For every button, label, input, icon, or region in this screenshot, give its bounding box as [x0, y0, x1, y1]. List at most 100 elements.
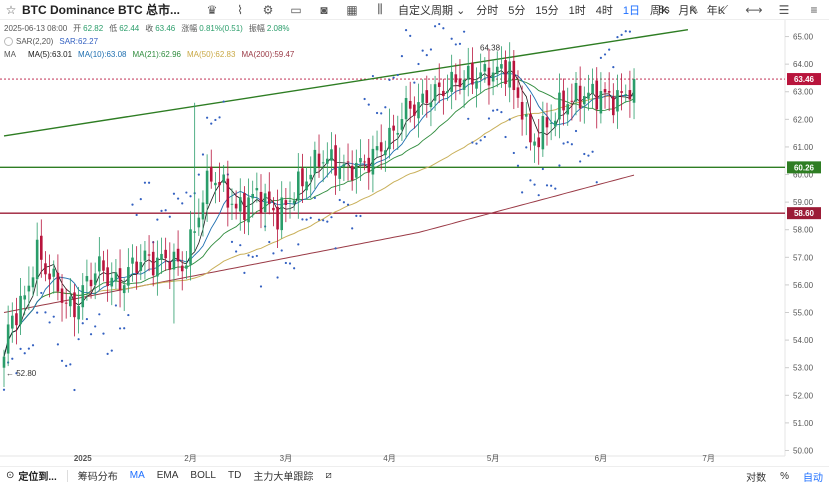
candle-body[interactable] — [172, 251, 176, 270]
candle-body[interactable] — [574, 82, 578, 102]
camera-icon[interactable]: ◙ — [320, 2, 328, 17]
log-scale-toggle[interactable]: 对数 — [746, 472, 767, 484]
main-flow-tab[interactable]: 主力大单跟踪 — [253, 472, 314, 483]
candle-body[interactable] — [425, 90, 429, 104]
candle-body[interactable] — [570, 100, 574, 102]
candle-body[interactable] — [338, 166, 342, 179]
candle-body[interactable] — [255, 188, 259, 191]
period-tab-0[interactable]: 分时 — [476, 4, 499, 17]
indicator-toggle-icon[interactable] — [4, 37, 13, 46]
candle-body[interactable] — [73, 292, 76, 318]
candle-body[interactable] — [69, 296, 72, 307]
indicator-chart-icon[interactable]: ⌇ — [237, 2, 243, 17]
candle-body[interactable] — [93, 273, 97, 285]
candle-body[interactable] — [44, 263, 47, 275]
candle-body[interactable] — [599, 91, 603, 114]
candle-body[interactable] — [417, 102, 420, 119]
candle-body[interactable] — [330, 149, 333, 161]
candle-body[interactable] — [222, 174, 225, 183]
candle-body[interactable] — [475, 80, 478, 89]
candle-body[interactable] — [259, 191, 263, 214]
candle-body[interactable] — [408, 100, 412, 109]
locate-button[interactable]: ⊙ 定位到... — [6, 470, 57, 483]
period-tab-7[interactable]: 月K — [678, 4, 697, 17]
candle-body[interactable] — [288, 200, 292, 202]
candle-body[interactable] — [537, 137, 541, 148]
candle-body[interactable] — [176, 248, 180, 262]
candle-body[interactable] — [110, 277, 114, 287]
candle-body[interactable] — [292, 200, 296, 204]
candle-body[interactable] — [272, 207, 275, 211]
drawing-tool-icon[interactable]: ▭ — [290, 2, 302, 17]
candle-body[interactable] — [388, 127, 391, 150]
candle-body[interactable] — [508, 61, 511, 88]
candle-body[interactable] — [197, 217, 201, 228]
candle-body[interactable] — [180, 265, 184, 272]
candle-body[interactable] — [495, 66, 499, 75]
candle-body[interactable] — [238, 197, 242, 212]
candle-body[interactable] — [616, 90, 619, 112]
candle-body[interactable] — [433, 84, 437, 101]
candle-body[interactable] — [454, 74, 458, 83]
period-tab-6[interactable]: 周K — [650, 4, 669, 17]
candle-body[interactable] — [267, 191, 271, 204]
candle-body[interactable] — [595, 80, 599, 110]
candle-body[interactable] — [350, 165, 354, 181]
candle-body[interactable] — [624, 94, 628, 96]
candle-body[interactable] — [127, 267, 130, 286]
candle-body[interactable] — [396, 132, 400, 135]
edit-indicator-icon[interactable]: ⧄ — [325, 470, 332, 481]
candle-body[interactable] — [31, 277, 35, 288]
candle-body[interactable] — [375, 146, 379, 151]
candle-body[interactable] — [578, 85, 582, 109]
candle-body[interactable] — [359, 158, 362, 163]
candle-body[interactable] — [243, 193, 246, 220]
candle-body[interactable] — [504, 60, 507, 85]
candle-body[interactable] — [471, 62, 474, 85]
candle-body[interactable] — [558, 92, 561, 120]
candle-body[interactable] — [131, 257, 134, 264]
candle-body[interactable] — [321, 162, 325, 164]
candle-body[interactable] — [342, 164, 346, 167]
period-tab-3[interactable]: 1时 — [568, 4, 586, 17]
candle-body[interactable] — [591, 83, 594, 94]
candle-body[interactable] — [466, 65, 470, 80]
chip-distribution-tab[interactable]: 筹码分布 — [77, 472, 118, 483]
candle-body[interactable] — [400, 119, 404, 130]
candle-body[interactable] — [500, 64, 503, 69]
crown-icon[interactable]: ♛ — [206, 2, 218, 17]
candle-body[interactable] — [201, 202, 205, 220]
candle-body[interactable] — [479, 72, 482, 79]
candle-body[interactable] — [139, 262, 143, 271]
candle-body[interactable] — [334, 145, 337, 176]
candle-body[interactable] — [421, 93, 424, 103]
candle-body[interactable] — [384, 150, 387, 156]
period-tab-2[interactable]: 15分 — [535, 4, 559, 17]
period-tab-1[interactable]: 5分 — [508, 4, 526, 17]
candle-body[interactable] — [296, 171, 300, 201]
candle-body[interactable] — [549, 122, 553, 124]
candle-body[interactable] — [40, 235, 43, 260]
candle-body[interactable] — [404, 98, 408, 120]
candle-body[interactable] — [135, 261, 138, 273]
custom-period-dropdown[interactable]: 自定义周期 ⌄ — [398, 2, 465, 18]
candle-body[interactable] — [450, 71, 453, 92]
candle-body[interactable] — [301, 168, 304, 187]
candle-body[interactable] — [48, 273, 51, 280]
candle-body[interactable] — [516, 87, 520, 98]
fib-lines-icon[interactable]: ☰ — [778, 3, 790, 17]
candle-body[interactable] — [553, 120, 557, 127]
candle-body[interactable] — [27, 285, 31, 292]
candle-body[interactable] — [160, 253, 163, 260]
candle-body[interactable] — [89, 279, 93, 287]
trend-line[interactable] — [3, 28, 689, 137]
candle-body[interactable] — [251, 193, 254, 199]
candle-body[interactable] — [247, 197, 250, 223]
candle-body[interactable] — [541, 116, 545, 150]
candle-body[interactable] — [346, 161, 350, 163]
candle-body[interactable] — [524, 114, 528, 117]
candle-body[interactable] — [371, 148, 375, 175]
candle-body[interactable] — [230, 203, 234, 205]
boll-tab[interactable]: BOLL — [190, 470, 216, 481]
candle-body[interactable] — [612, 96, 615, 116]
